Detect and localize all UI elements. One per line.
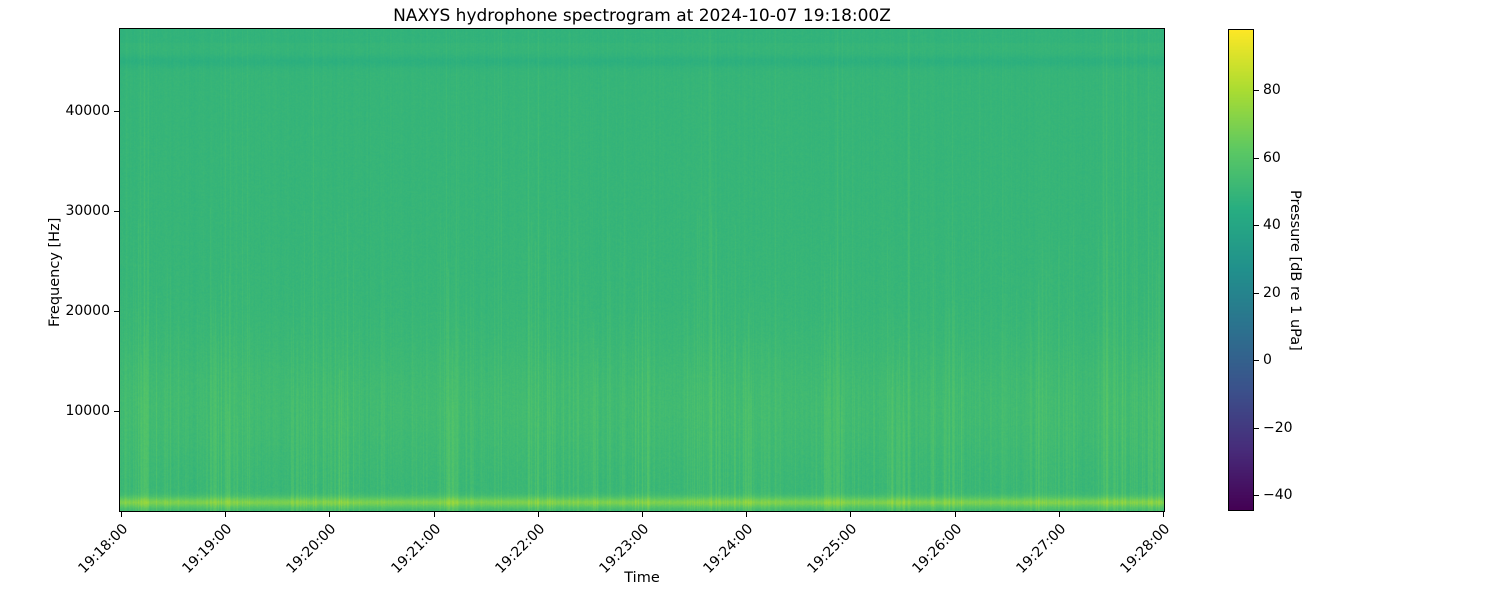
colorbar-tick-mark [1254, 293, 1259, 294]
x-tick-mark [329, 512, 330, 517]
x-tick-label: 19:27:00 [1013, 521, 1070, 577]
x-tick-mark [746, 512, 747, 517]
colorbar-tick-mark [1254, 495, 1259, 496]
x-tick-label: 19:26:00 [909, 521, 966, 577]
x-tick-mark [955, 512, 956, 517]
x-tick-mark [225, 512, 226, 517]
y-tick-label: 10000 [65, 403, 110, 419]
colorbar-tick-label: 80 [1263, 82, 1281, 98]
x-tick-label: 19:28:00 [1117, 521, 1174, 577]
y-tick-label: 20000 [65, 303, 110, 319]
x-tick-label: 19:19:00 [179, 521, 236, 577]
x-tick-mark [434, 512, 435, 517]
y-tick-mark [114, 311, 119, 312]
x-tick-label: 19:21:00 [388, 521, 445, 577]
colorbar-tick-label: 0 [1263, 352, 1272, 368]
x-tick-label: 19:24:00 [700, 521, 757, 577]
colorbar-tick-mark [1254, 225, 1259, 226]
y-tick-mark [114, 211, 119, 212]
x-tick-mark [1059, 512, 1060, 517]
x-tick-mark [121, 512, 122, 517]
x-tick-label: 19:25:00 [804, 521, 861, 577]
colorbar-tick-label: −40 [1263, 487, 1293, 503]
x-tick-label: 19:18:00 [75, 521, 132, 577]
colorbar-tick-label: 20 [1263, 285, 1281, 301]
y-tick-label: 40000 [65, 103, 110, 119]
y-tick-mark [114, 111, 119, 112]
x-tick-label: 19:23:00 [596, 521, 653, 577]
chart-title: NAXYS hydrophone spectrogram at 2024-10-… [393, 6, 891, 26]
colorbar-tick-label: 60 [1263, 150, 1281, 166]
colorbar-tick-label: 40 [1263, 217, 1281, 233]
y-tick-label: 30000 [65, 203, 110, 219]
colorbar-tick-mark [1254, 90, 1259, 91]
x-tick-label: 19:20:00 [283, 521, 340, 577]
x-tick-mark [850, 512, 851, 517]
colorbar-tick-label: −20 [1263, 420, 1293, 436]
spectrogram-heatmap [120, 29, 1164, 511]
colorbar-tick-mark [1254, 428, 1259, 429]
colorbar-gradient [1229, 30, 1253, 510]
y-tick-mark [114, 411, 119, 412]
x-tick-label: 19:22:00 [492, 521, 549, 577]
colorbar-tick-mark [1254, 360, 1259, 361]
colorbar-tick-mark [1254, 158, 1259, 159]
colorbar-label: Pressure [dB re 1 uPa] [1287, 190, 1303, 351]
x-axis-label: Time [624, 570, 660, 586]
x-tick-mark [1163, 512, 1164, 517]
x-tick-mark [538, 512, 539, 517]
x-tick-mark [642, 512, 643, 517]
